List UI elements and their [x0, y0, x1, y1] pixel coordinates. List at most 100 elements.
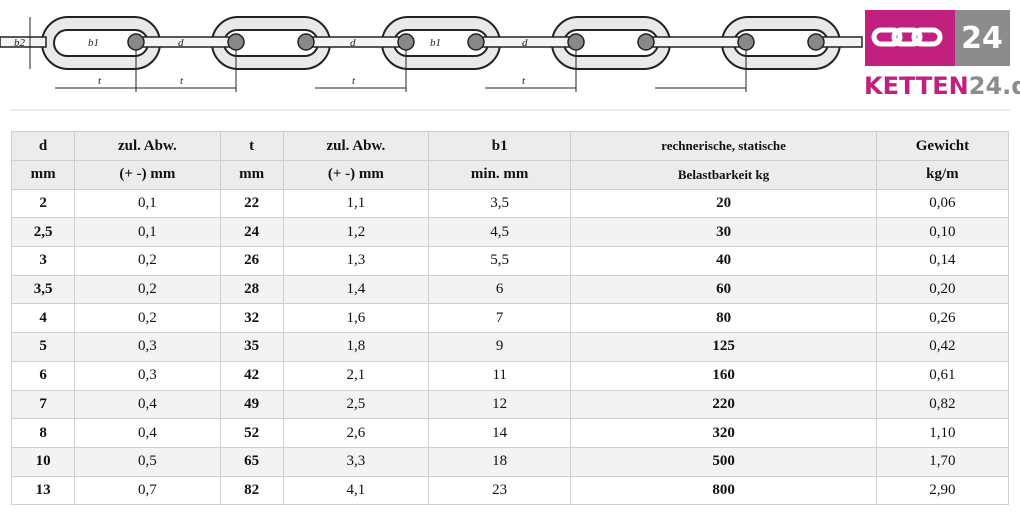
chain-link — [551, 16, 671, 70]
dimension-label: b2 — [14, 37, 26, 49]
table-cell: 28 — [219, 274, 284, 305]
table-row: 10 0,5 65 3,3 18 500 1,70 — [10, 446, 1010, 477]
dimension-label: t — [352, 75, 356, 87]
header-row: mm (+ -) mm mm (+ -) mm min. mm Belastbarkeit… — [10, 160, 1010, 190]
table-cell: 220 — [570, 389, 877, 420]
table-cell: 65 — [219, 446, 284, 477]
logo: 24 KETTEN24.de — [864, 10, 1020, 100]
table-cell: 80 — [570, 303, 877, 334]
table-cell: 30 — [570, 217, 877, 248]
table-cell: 320 — [570, 418, 877, 448]
table-cell: 82 — [219, 475, 284, 506]
dimension-label: d — [522, 37, 528, 49]
table-cell: 9 — [428, 332, 572, 362]
header-cell: mm — [219, 160, 284, 190]
dimension-label: t — [98, 75, 102, 87]
table-cell: 1,10 — [875, 418, 1010, 448]
table-cell: 11 — [428, 360, 572, 391]
table-cell: 0,20 — [875, 274, 1010, 305]
table-cell: 7 — [10, 389, 76, 420]
table-cell: 6 — [428, 274, 572, 305]
table-row: 3 0,2 26 1,3 5,5 40 0,14 — [10, 246, 1010, 276]
table-row: 2 0,1 22 1,1 3,5 20 0,06 — [10, 188, 1010, 219]
header-drawing: b2 b1 d b1 d d t t t t 24 KETTEN24.de — [0, 10, 1020, 111]
table-cell: 2,90 — [875, 475, 1010, 506]
table-cell: 1,3 — [282, 246, 430, 276]
header-cell: (+ -) mm — [74, 160, 221, 190]
table-cell: 32 — [219, 303, 284, 334]
table-cell: 8 — [10, 418, 76, 448]
table-cell: 0,82 — [875, 389, 1010, 420]
table-cell: 1,2 — [282, 217, 430, 248]
table-cell: 0,2 — [74, 246, 221, 276]
table-cell: 1,6 — [282, 303, 430, 334]
table-cell: 42 — [219, 360, 284, 391]
table-cell: 0,3 — [74, 360, 221, 391]
chain-drawing — [0, 16, 863, 92]
spec-table: d zul. Abw. t zul. Abw. b1 rechnerische, stat… — [10, 131, 1010, 506]
table-cell: 24 — [219, 217, 284, 248]
table-cell: 1,1 — [282, 188, 430, 219]
table-cell: 0,4 — [74, 418, 221, 448]
table-cell: 3 — [10, 246, 76, 276]
table-cell: 0,5 — [74, 446, 221, 477]
table-cell: 3,3 — [282, 446, 430, 477]
logo-brand: KETTEN24.de — [864, 72, 1020, 100]
table-row: 3,5 0,2 28 1,4 6 60 0,20 — [10, 274, 1010, 305]
table-cell: 0,4 — [74, 389, 221, 420]
table-cell: 2,6 — [282, 418, 430, 448]
table-cell: 0,2 — [74, 274, 221, 305]
table-cell: 12 — [428, 389, 572, 420]
table-cell: 0,26 — [875, 303, 1010, 334]
table-cell: 5 — [10, 332, 76, 362]
chain-link — [211, 16, 331, 70]
table-cell: 0,7 — [74, 475, 221, 506]
table-cell: 6 — [10, 360, 76, 391]
table-cell: 2 — [10, 188, 76, 219]
table-cell: 0,42 — [875, 332, 1010, 362]
header-cell: (+ -) mm — [282, 160, 430, 190]
table-row: 7 0,4 49 2,5 12 220 0,82 — [10, 389, 1010, 420]
table-cell: 3,5 — [10, 274, 76, 305]
table-row: 2,5 0,1 24 1,2 4,5 30 0,10 — [10, 217, 1010, 248]
table-cell: 18 — [428, 446, 572, 477]
table-cell: 0,61 — [875, 360, 1010, 391]
table-cell: 20 — [570, 188, 877, 219]
table-cell: 35 — [219, 332, 284, 362]
header-cell: rechnerische, statische — [570, 131, 877, 161]
header-cell: Belastbarkeit kg — [570, 160, 877, 190]
table-cell: 0,2 — [74, 303, 221, 334]
table-cell: 4,1 — [282, 475, 430, 506]
table-cell: 4 — [10, 303, 76, 334]
table-cell: 0,1 — [74, 188, 221, 219]
table-cell: 2,5 — [282, 389, 430, 420]
table-cell: 22 — [219, 188, 284, 219]
table-cell: 2,1 — [282, 360, 430, 391]
dimension-label: b1 — [430, 37, 441, 49]
table-row: 13 0,7 82 4,1 23 800 2,90 — [10, 475, 1010, 506]
chain-link — [381, 16, 501, 70]
dimension-label: t — [180, 75, 184, 87]
table-cell: 3,5 — [428, 188, 572, 219]
logo-number: 24 — [961, 21, 1003, 56]
header-cell: t — [219, 131, 284, 161]
table-cell: 0,14 — [875, 246, 1010, 276]
table-row: 5 0,3 35 1,8 9 125 0,42 — [10, 332, 1010, 362]
table-cell: 0,10 — [875, 217, 1010, 248]
table-cell: 4,5 — [428, 217, 572, 248]
table-cell: 1,4 — [282, 274, 430, 305]
table-cell: 0,06 — [875, 188, 1010, 219]
header-cell: zul. Abw. — [74, 131, 221, 161]
table-cell: 60 — [570, 274, 877, 305]
table-cell: 13 — [10, 475, 76, 506]
header-cell: kg/m — [875, 160, 1010, 190]
logo-brand-main: KETTEN — [864, 72, 969, 100]
dimension-label: t — [522, 75, 526, 87]
header-cell: Gewicht — [875, 131, 1010, 161]
table-cell: 49 — [219, 389, 284, 420]
header-cell: min. mm — [428, 160, 572, 190]
table-cell: 0,3 — [74, 332, 221, 362]
table-cell: 125 — [570, 332, 877, 362]
table-cell: 2,5 — [10, 217, 76, 248]
